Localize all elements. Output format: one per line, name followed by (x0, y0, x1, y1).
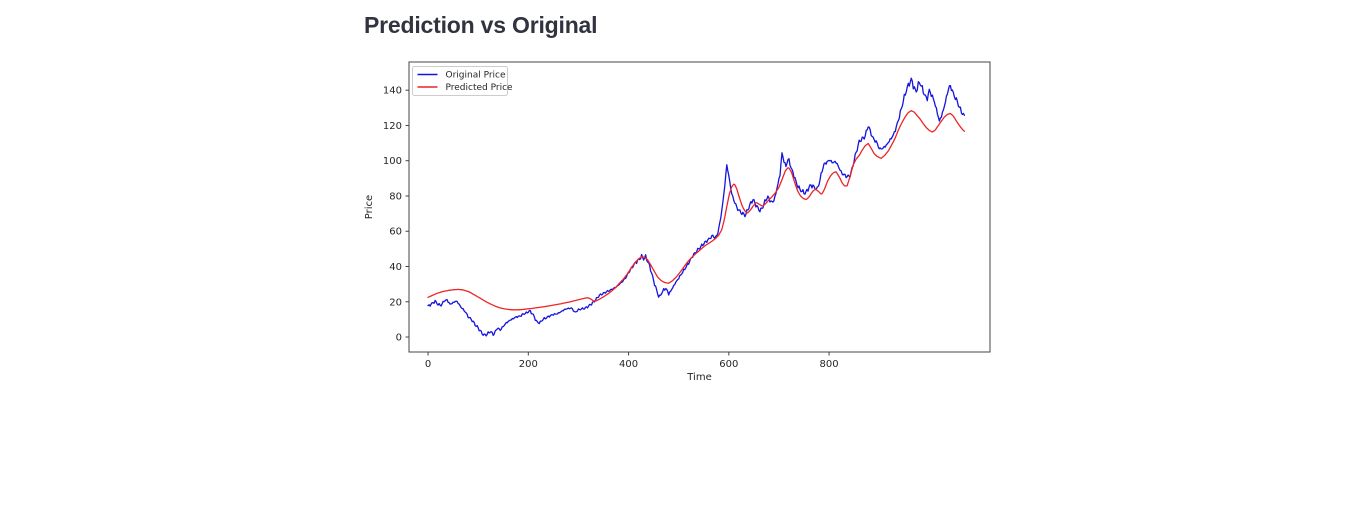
axes-frame (408, 61, 991, 353)
x-tick-label: 400 (619, 359, 638, 370)
y-tick-label: 80 (389, 191, 402, 202)
y-tick-label: 40 (389, 262, 402, 273)
legend-entry-label: Original Price (446, 71, 506, 81)
y-tick-label: 100 (383, 156, 402, 167)
y-axis-label: Price (364, 195, 375, 219)
x-tick-label: 200 (519, 359, 538, 370)
x-tick-label: 600 (719, 359, 738, 370)
y-tick-label: 60 (389, 227, 402, 238)
x-axis-label: Time (686, 372, 711, 383)
x-tick-label: 800 (820, 359, 839, 370)
original-price-line (427, 77, 966, 337)
y-tick-label: 140 (383, 86, 402, 97)
legend-entry-label: Predicted Price (446, 83, 514, 93)
y-tick-label: 20 (389, 297, 402, 308)
y-tick-label: 120 (383, 121, 402, 132)
predicted-price-line (427, 110, 966, 311)
y-tick-label: 0 (396, 333, 402, 344)
x-tick-label: 0 (425, 359, 431, 370)
page-title: Prediction vs Original (364, 12, 598, 38)
